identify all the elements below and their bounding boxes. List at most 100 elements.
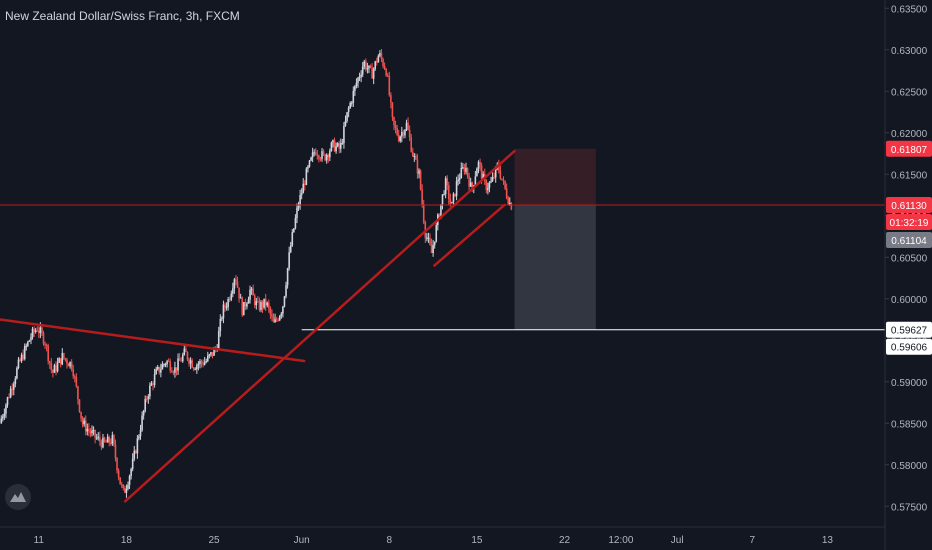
candle-body <box>269 308 272 315</box>
candle-body <box>313 152 315 154</box>
candle-body <box>325 154 328 161</box>
candle-body <box>354 85 356 91</box>
candle-body <box>441 194 444 205</box>
candle-body <box>488 182 491 188</box>
candle-body <box>458 178 461 180</box>
candles <box>0 48 513 498</box>
candle-body <box>324 154 326 161</box>
price-tick-label: 0.57500 <box>891 502 928 513</box>
candle-body <box>482 173 484 179</box>
candle-body <box>501 178 503 180</box>
candle-body <box>105 441 107 443</box>
candle-body <box>355 82 358 86</box>
candle-body <box>156 367 159 370</box>
candle-body <box>468 176 470 187</box>
candle-body <box>452 193 455 202</box>
candle-body <box>408 130 411 138</box>
candle-body <box>369 65 372 68</box>
candle-body <box>465 167 467 172</box>
candle-body <box>463 167 466 172</box>
candle-body <box>233 279 236 289</box>
candle-body <box>185 348 187 352</box>
candle-body <box>433 241 436 246</box>
candle-body <box>307 166 309 169</box>
candle-body <box>111 435 114 444</box>
candle-body <box>280 313 283 316</box>
candle-body <box>122 484 125 489</box>
candle-body <box>493 176 495 178</box>
candle-body <box>80 411 82 419</box>
candle-body <box>411 151 414 157</box>
candle-body <box>343 125 345 144</box>
candle-body <box>371 67 373 79</box>
candle-body <box>422 204 425 223</box>
candle-body <box>480 165 483 179</box>
mountain-icon <box>10 492 26 502</box>
candle-body <box>427 237 430 239</box>
candle-body <box>72 369 75 377</box>
candle-body <box>225 306 228 308</box>
candle-body <box>451 201 453 204</box>
time-tick-label: Jul <box>671 535 684 546</box>
candle-body <box>235 279 237 282</box>
candle-body <box>282 306 284 314</box>
candle-body <box>20 354 23 361</box>
candle-body <box>363 61 366 67</box>
candle-body <box>236 281 239 288</box>
candle-body <box>274 319 276 323</box>
price-tick-label: 0.60500 <box>891 253 928 264</box>
candle-body <box>305 168 308 185</box>
candle-body <box>84 420 87 432</box>
candle-body <box>228 298 231 300</box>
candle-body <box>103 437 106 442</box>
candle-body <box>366 68 369 70</box>
candle-body <box>410 137 413 152</box>
candle-body <box>199 361 201 365</box>
candle-body <box>217 331 220 349</box>
take-profit-zone <box>514 204 596 330</box>
candle-body <box>3 413 6 417</box>
candle-body <box>405 122 408 130</box>
candle-body <box>75 376 78 387</box>
candle-body <box>232 288 234 294</box>
candle-body <box>210 352 212 355</box>
resistance-line <box>0 318 306 363</box>
candle-body <box>128 475 131 485</box>
candle-body <box>449 199 452 204</box>
candle-body <box>70 361 73 370</box>
candle-body <box>429 237 431 245</box>
candle-body <box>285 285 287 297</box>
time-tick-label: 12:00 <box>608 535 633 546</box>
candle-body <box>227 298 229 307</box>
candle-body <box>12 384 15 390</box>
candle-body <box>491 176 494 182</box>
candle-body <box>172 372 175 374</box>
candle-body <box>350 102 353 104</box>
candle-body <box>114 444 117 459</box>
candle-body <box>131 458 134 469</box>
candle-body <box>494 167 497 178</box>
candle-body <box>319 158 322 160</box>
countdown-label: 01:32:19 <box>890 218 929 229</box>
candle-body <box>188 359 190 364</box>
candle-body <box>224 304 226 308</box>
candle-body <box>289 245 292 253</box>
candle-body <box>316 154 319 156</box>
candle-body <box>407 122 409 131</box>
candle-body <box>171 370 173 373</box>
candle-body <box>50 363 53 370</box>
candle-body <box>335 146 337 152</box>
candle-body <box>136 438 139 454</box>
candle-body <box>178 358 181 361</box>
candle-body <box>99 436 101 442</box>
candle-body <box>311 152 314 158</box>
chart-title: New Zealand Dollar/Swiss Franc, 3h, FXCM <box>5 9 240 23</box>
candle-body <box>64 358 67 360</box>
candle-body <box>97 436 100 438</box>
candle-body <box>142 410 145 416</box>
candle-body <box>27 341 29 346</box>
candle-body <box>443 194 445 196</box>
tradingview-logo-icon[interactable] <box>5 484 31 510</box>
candle-body <box>283 296 286 307</box>
